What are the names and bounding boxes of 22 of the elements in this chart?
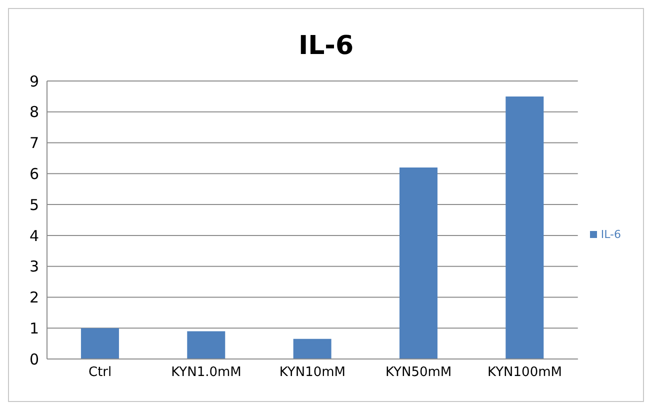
y-tick-label: 7 [29, 134, 39, 152]
y-tick-label: 4 [29, 226, 39, 245]
chart-title: IL-6 [297, 31, 355, 63]
legend-label: IL-6 [600, 228, 621, 240]
y-tick-label: 3 [29, 258, 39, 276]
y-tick-label: 2 [29, 288, 39, 307]
y-tick-label: 5 [29, 196, 39, 214]
y-tick-label: 0 [29, 350, 39, 368]
y-tick-label: 9 [29, 72, 39, 90]
y-tick-label: 8 [29, 103, 39, 122]
x-tick-label: KYN100mM [488, 365, 562, 380]
x-tick-label: KYN10mM [279, 365, 346, 380]
y-tick-label: 6 [29, 164, 39, 183]
x-tick-label: KYN50mM [386, 365, 452, 380]
x-tick-label: Ctrl [88, 365, 112, 380]
y-tick-label: 1 [29, 319, 39, 338]
bar [506, 96, 544, 359]
x-tick-label: KYN1.0mM [171, 365, 242, 380]
bar [293, 338, 332, 359]
bar [399, 167, 438, 359]
bar [187, 331, 226, 359]
bar [80, 328, 119, 359]
